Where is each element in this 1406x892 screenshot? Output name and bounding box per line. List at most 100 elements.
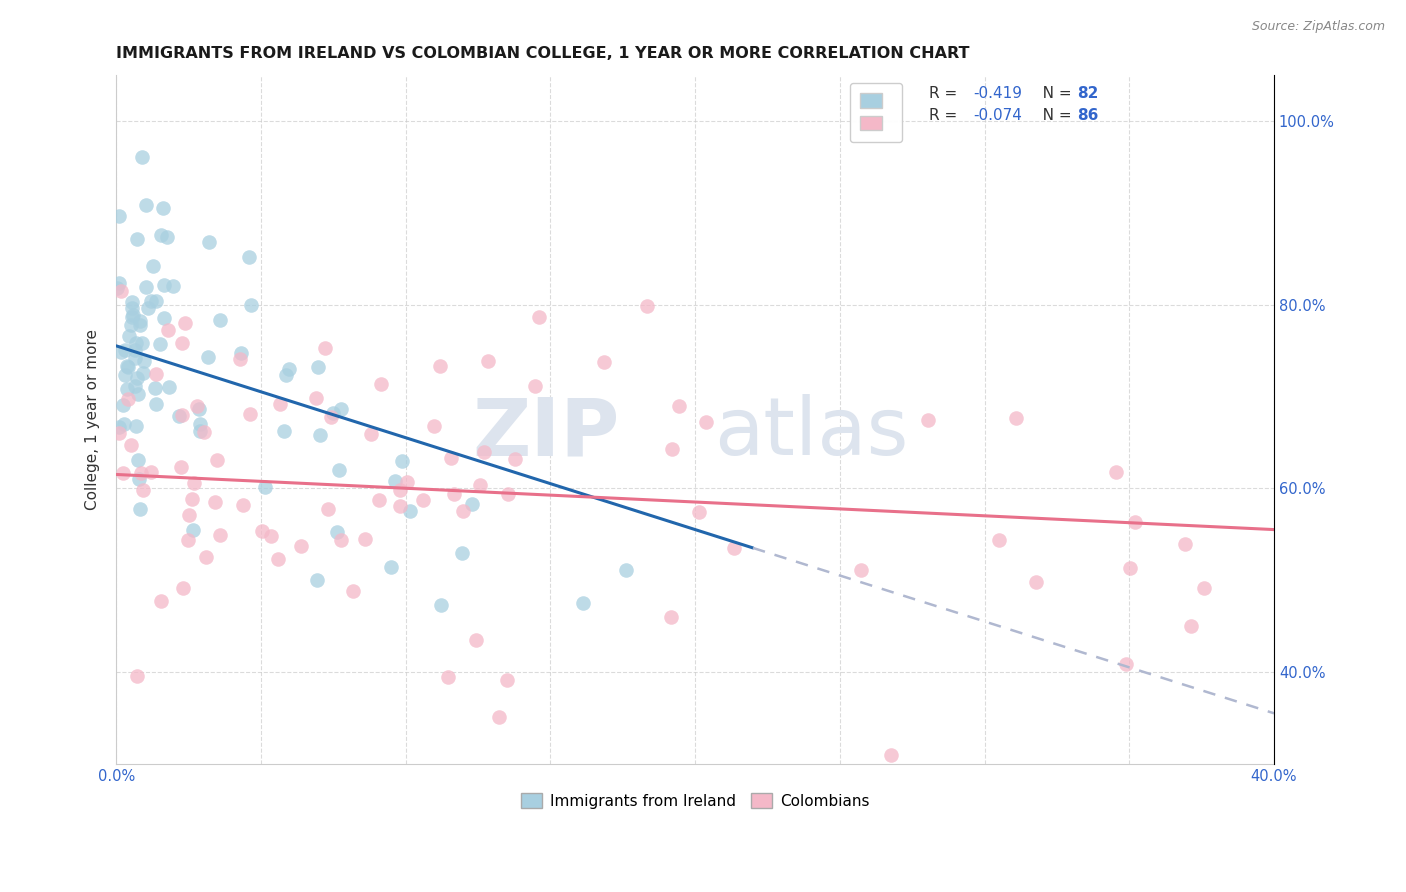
Point bbox=[252, 524, 274, 538]
Point bbox=[143, 381, 166, 395]
Point bbox=[149, 227, 172, 242]
Point bbox=[1105, 465, 1128, 479]
Point bbox=[134, 280, 156, 294]
Point bbox=[488, 710, 510, 724]
Point bbox=[108, 425, 131, 440]
Point bbox=[135, 198, 157, 212]
Point bbox=[127, 453, 149, 467]
Point bbox=[322, 406, 344, 420]
Point bbox=[157, 380, 180, 394]
Point bbox=[572, 595, 595, 609]
Point bbox=[197, 350, 219, 364]
Point bbox=[1005, 411, 1028, 425]
Point bbox=[661, 442, 683, 456]
Point bbox=[162, 278, 184, 293]
Point bbox=[423, 418, 446, 433]
Point bbox=[131, 150, 153, 164]
Point bbox=[305, 391, 328, 405]
Point bbox=[593, 355, 616, 369]
Point bbox=[1119, 560, 1142, 574]
Point bbox=[124, 351, 146, 366]
Point bbox=[1025, 574, 1047, 589]
Legend: Immigrants from Ireland, Colombians: Immigrants from Ireland, Colombians bbox=[515, 787, 876, 814]
Point bbox=[668, 399, 690, 413]
Point bbox=[172, 581, 194, 595]
Point bbox=[114, 343, 136, 357]
Point bbox=[170, 408, 193, 422]
Point bbox=[117, 392, 139, 406]
Point bbox=[316, 501, 339, 516]
Point bbox=[370, 376, 392, 391]
Point bbox=[328, 463, 350, 477]
Point bbox=[174, 317, 197, 331]
Point bbox=[188, 417, 211, 431]
Point bbox=[239, 408, 262, 422]
Point bbox=[496, 487, 519, 501]
Point bbox=[229, 346, 252, 360]
Point bbox=[117, 383, 139, 397]
Point bbox=[141, 294, 163, 309]
Point bbox=[127, 387, 149, 401]
Point bbox=[204, 495, 226, 509]
Point bbox=[465, 632, 488, 647]
Point bbox=[451, 547, 474, 561]
Point bbox=[495, 673, 517, 687]
Point bbox=[118, 329, 141, 343]
Point bbox=[232, 498, 254, 512]
Point bbox=[307, 359, 329, 374]
Point bbox=[389, 483, 412, 497]
Point bbox=[152, 201, 174, 215]
Point bbox=[186, 399, 208, 413]
Point bbox=[124, 343, 146, 357]
Point bbox=[988, 533, 1011, 547]
Point bbox=[132, 366, 155, 380]
Point bbox=[145, 367, 167, 381]
Point bbox=[110, 284, 132, 298]
Point bbox=[391, 454, 413, 468]
Point bbox=[121, 310, 143, 324]
Point bbox=[141, 465, 163, 479]
Point bbox=[132, 354, 155, 368]
Point bbox=[120, 438, 142, 452]
Point bbox=[131, 335, 153, 350]
Text: Source: ZipAtlas.com: Source: ZipAtlas.com bbox=[1251, 20, 1385, 33]
Point bbox=[307, 573, 329, 587]
Point bbox=[412, 493, 434, 508]
Point bbox=[108, 209, 131, 223]
Point bbox=[399, 504, 422, 518]
Text: R =: R = bbox=[929, 108, 963, 123]
Point bbox=[170, 335, 193, 350]
Point bbox=[125, 669, 148, 683]
Point bbox=[330, 533, 353, 547]
Point bbox=[209, 313, 232, 327]
Point bbox=[129, 501, 152, 516]
Point bbox=[128, 313, 150, 327]
Point bbox=[278, 362, 301, 376]
Point bbox=[342, 584, 364, 599]
Point bbox=[360, 426, 382, 441]
Point bbox=[396, 475, 419, 489]
Text: 82: 82 bbox=[1077, 87, 1099, 102]
Point bbox=[477, 353, 499, 368]
Text: atlas: atlas bbox=[714, 394, 908, 472]
Point bbox=[149, 337, 172, 351]
Point bbox=[128, 472, 150, 486]
Point bbox=[389, 499, 412, 513]
Point bbox=[176, 533, 198, 547]
Point bbox=[688, 505, 710, 519]
Point bbox=[430, 599, 453, 613]
Text: -0.419: -0.419 bbox=[973, 87, 1022, 102]
Point bbox=[437, 670, 460, 684]
Point bbox=[129, 318, 152, 332]
Point bbox=[179, 508, 201, 522]
Point bbox=[205, 453, 228, 467]
Point bbox=[153, 278, 176, 293]
Point bbox=[132, 483, 155, 497]
Point bbox=[195, 549, 218, 564]
Point bbox=[127, 232, 149, 246]
Point bbox=[114, 368, 136, 382]
Point bbox=[723, 541, 745, 556]
Text: N =: N = bbox=[1028, 87, 1076, 102]
Point bbox=[145, 397, 167, 411]
Point bbox=[238, 250, 260, 264]
